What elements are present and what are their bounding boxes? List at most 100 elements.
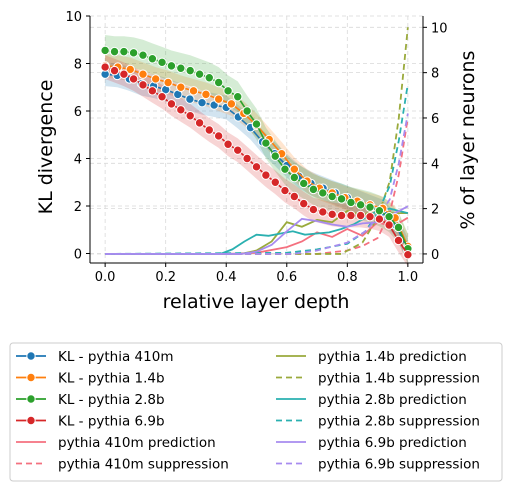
- legend-label: KL - pythia 6.9b: [58, 414, 165, 430]
- legend-entry: pythia 6.9b prediction: [276, 435, 467, 451]
- kl-data-point: [157, 57, 167, 68]
- kl-data-point: [308, 204, 319, 215]
- kl-data-point: [355, 210, 366, 221]
- kl-data-point: [213, 131, 224, 141]
- legend-entry: pythia 2.8b suppression: [276, 414, 480, 430]
- kl-data-point: [109, 65, 120, 76]
- y-left-tick-label: 2: [74, 200, 82, 215]
- kl-data-point: [201, 89, 211, 100]
- kl-data-point: [213, 94, 224, 104]
- x-axis-label: relative layer depth: [163, 291, 350, 313]
- kl-data-point: [393, 235, 404, 246]
- y-right-tick-label: 8: [431, 67, 439, 82]
- kl-data-point: [157, 92, 167, 102]
- kl-data-point: [128, 48, 139, 58]
- x-tick-label: 0.8: [337, 270, 358, 285]
- neuron-series-line: [105, 113, 409, 255]
- legend-frame: [9, 342, 503, 482]
- legend-label: pythia 2.8b suppression: [318, 414, 480, 430]
- kl-confidence-band: [105, 54, 408, 259]
- kl-data-point: [166, 99, 177, 109]
- y-right-tick-label: 2: [431, 203, 439, 218]
- kl-data-point: [147, 86, 158, 96]
- kl-data-point: [242, 153, 252, 164]
- y-left-tick-label: 4: [74, 153, 82, 168]
- x-tick-label: 0.4: [216, 270, 237, 285]
- kl-data-point: [233, 145, 243, 155]
- kl-data-point: [166, 61, 177, 71]
- kl-data-point: [280, 164, 290, 174]
- kl-confidence-band: [105, 35, 408, 265]
- kl-data-point: [163, 77, 173, 88]
- kl-data-point: [150, 74, 161, 84]
- kl-data-point: [393, 222, 404, 233]
- legend-items: KL - pythia 410m KL - pythia 1.4b KL - pyt…: [16, 349, 480, 473]
- kl-data-point: [336, 194, 347, 204]
- kl-data-point: [100, 45, 110, 56]
- legend-entry: KL - pythia 2.8b: [16, 392, 165, 408]
- x-tick-label: 0.2: [155, 270, 176, 285]
- legend-entry: pythia 6.9b suppression: [276, 457, 480, 473]
- kl-data-point: [176, 82, 186, 92]
- kl-data-point: [197, 97, 207, 108]
- legend-label: pythia 1.4b suppression: [318, 371, 480, 387]
- kl-data-point: [327, 209, 337, 220]
- legend-swatch-marker: [26, 394, 36, 404]
- x-tick-label: 0.0: [95, 270, 116, 285]
- kl-data-point: [223, 86, 233, 96]
- kl-data-point: [318, 207, 328, 217]
- legend-swatch-marker: [26, 372, 36, 383]
- y-axis-label-right: % of layer neurons: [457, 51, 479, 230]
- kl-data-point: [226, 99, 237, 109]
- y-right-tick-label: 10: [431, 21, 448, 36]
- kl-lines: [100, 45, 413, 260]
- legend-label: KL - pythia 1.4b: [58, 371, 165, 387]
- kl-data-point: [280, 185, 290, 196]
- kl-data-point: [119, 69, 129, 79]
- kl-data-point: [403, 249, 413, 260]
- axes: 0.0 0.2 0.4 0.6 0.8 1.0 0 2 4 6 8 10 0 2 4 6 8 10: [65, 10, 447, 285]
- kl-data-point: [261, 138, 271, 148]
- legend-swatch-marker: [26, 415, 36, 426]
- kl-data-point: [270, 151, 280, 161]
- legend-label: pythia 410m prediction: [58, 435, 216, 451]
- legend-swatch-marker: [26, 351, 36, 361]
- kl-data-point: [299, 178, 309, 189]
- kl-data-point: [270, 177, 280, 187]
- kl-data-point: [125, 64, 135, 75]
- y-left-tick-label: 10: [65, 10, 82, 25]
- kl-data-point: [188, 86, 199, 96]
- kl-data-point: [251, 162, 262, 172]
- legend-entry: pythia 1.4b suppression: [276, 371, 480, 387]
- legend-entry: pythia 410m prediction: [16, 435, 216, 451]
- kl-data-point: [185, 94, 195, 104]
- kl-data-point: [100, 62, 110, 72]
- kl-data-point: [128, 74, 139, 84]
- neuron-series-line: [105, 117, 409, 255]
- kl-data-point: [346, 197, 356, 208]
- legend-label: pythia 1.4b prediction: [318, 349, 467, 365]
- kl-data-point: [176, 63, 186, 73]
- y-left-tick-label: 0: [74, 248, 82, 263]
- kl-data-point: [138, 69, 148, 79]
- kl-data-point: [346, 210, 356, 221]
- kl-data-point: [289, 172, 300, 183]
- y-left-tick-label: 8: [74, 58, 82, 73]
- kl-data-point: [384, 220, 394, 230]
- legend-label: pythia 2.8b prediction: [318, 392, 467, 408]
- kl-data-point: [289, 191, 300, 202]
- legend-entry: KL - pythia 410m: [16, 349, 173, 365]
- kl-data-point: [374, 214, 385, 224]
- neuron-series-line: [105, 27, 409, 255]
- kl-data-point: [138, 50, 148, 60]
- kl-data-point: [327, 191, 337, 202]
- kl-data-point: [109, 46, 120, 57]
- kl-data-point: [194, 69, 205, 79]
- x-tick-label: 1.0: [398, 270, 419, 285]
- kl-data-point: [336, 210, 347, 221]
- kl-data-point: [251, 119, 262, 129]
- legend: KL - pythia 410m KL - pythia 1.4b KL - pyt…: [9, 342, 503, 482]
- y-axis-label-left: KL divergence: [35, 80, 57, 215]
- kl-data-point: [223, 139, 233, 149]
- kl-data-point: [204, 73, 214, 83]
